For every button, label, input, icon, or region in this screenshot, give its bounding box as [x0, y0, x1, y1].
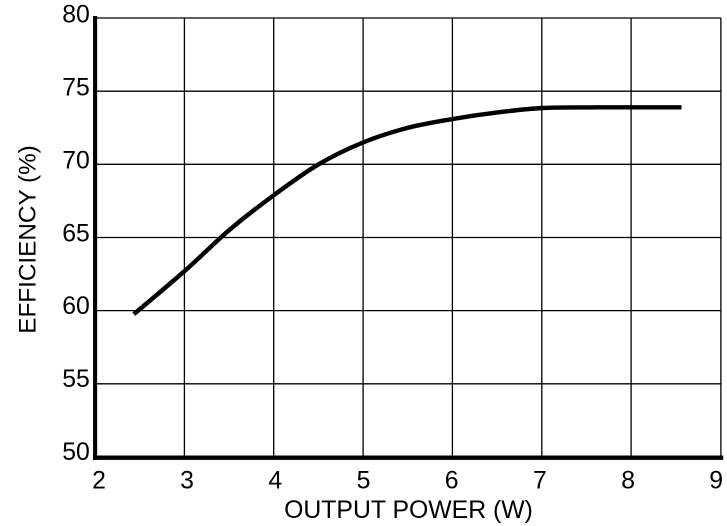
svg-text:OUTPUT POWER (W): OUTPUT POWER (W)	[284, 497, 533, 524]
svg-text:80: 80	[62, 2, 90, 29]
svg-text:8: 8	[621, 467, 635, 494]
svg-text:65: 65	[62, 220, 90, 247]
svg-text:3: 3	[180, 467, 194, 494]
svg-text:7: 7	[533, 467, 547, 494]
svg-text:50: 50	[62, 439, 90, 466]
svg-text:EFFICIENCY (%): EFFICIENCY (%)	[14, 145, 41, 334]
svg-text:6: 6	[445, 467, 459, 494]
svg-text:9: 9	[709, 467, 723, 494]
svg-text:5: 5	[357, 467, 371, 494]
svg-text:4: 4	[268, 467, 282, 494]
svg-text:55: 55	[62, 366, 90, 393]
svg-text:70: 70	[62, 147, 90, 174]
svg-text:2: 2	[92, 467, 106, 494]
svg-text:75: 75	[62, 75, 90, 102]
svg-text:60: 60	[62, 293, 90, 320]
